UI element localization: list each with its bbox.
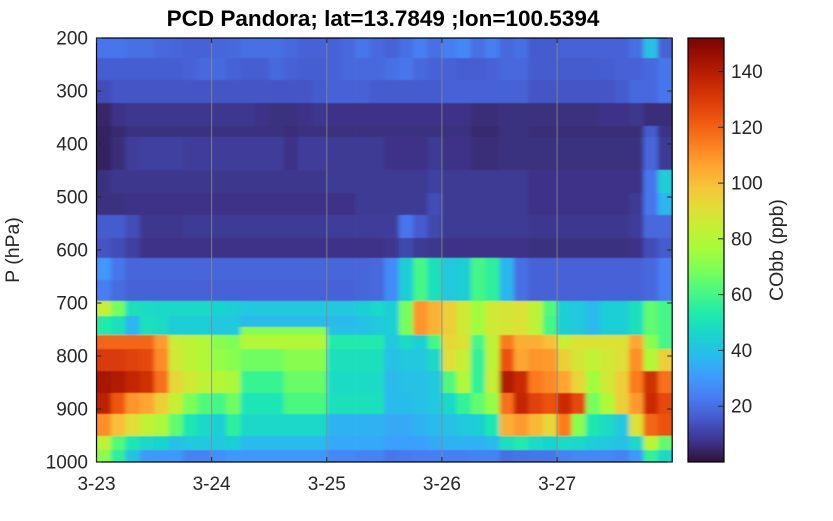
svg-text:400: 400	[56, 135, 88, 156]
svg-text:P (hPa): P (hPa)	[2, 217, 24, 283]
svg-text:3-27: 3-27	[538, 474, 576, 495]
svg-text:300: 300	[56, 82, 88, 103]
svg-text:60: 60	[731, 285, 752, 306]
svg-text:500: 500	[56, 188, 88, 209]
svg-text:20: 20	[731, 397, 752, 418]
svg-text:600: 600	[56, 241, 88, 262]
svg-text:3-26: 3-26	[423, 474, 461, 495]
svg-text:CObb (ppb): CObb (ppb)	[766, 199, 788, 301]
svg-text:80: 80	[731, 229, 752, 250]
svg-text:100: 100	[731, 174, 763, 195]
svg-text:120: 120	[731, 118, 763, 139]
svg-text:700: 700	[56, 294, 88, 315]
svg-text:PCD Pandora; lat=13.7849 ;lon=: PCD Pandora; lat=13.7849 ;lon=100.5394	[167, 6, 600, 31]
svg-text:1000: 1000	[46, 453, 88, 474]
svg-text:800: 800	[56, 347, 88, 368]
svg-text:900: 900	[56, 400, 88, 421]
svg-text:3-24: 3-24	[193, 474, 231, 495]
svg-text:140: 140	[731, 62, 763, 83]
svg-text:40: 40	[731, 341, 752, 362]
svg-text:200: 200	[56, 29, 88, 50]
svg-text:3-23: 3-23	[77, 474, 115, 495]
svg-text:3-25: 3-25	[308, 474, 346, 495]
